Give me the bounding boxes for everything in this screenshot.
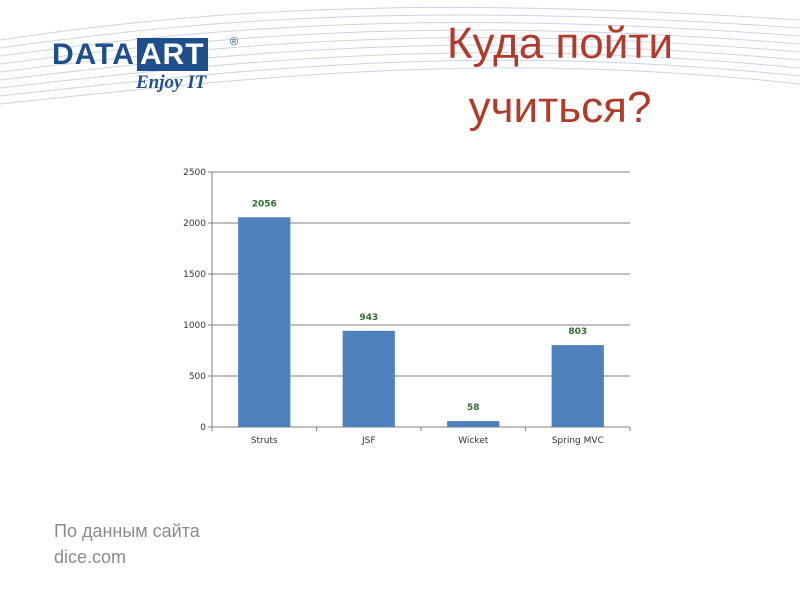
logo-art-text: ART bbox=[136, 38, 208, 71]
source-note-line-1: По данным сайта bbox=[54, 521, 200, 541]
slide-title-line-1: Куда пойти bbox=[446, 19, 674, 68]
slide-title-line-2: учиться? bbox=[468, 83, 652, 132]
bar-chart: 0 500 1000 1500 2000 2500 2056 Struts 943 JSF 58 Wi… bbox=[183, 168, 631, 446]
logo-wordmark: DATA ART bbox=[52, 38, 208, 71]
logo-tagline: Enjoy IT bbox=[136, 72, 207, 93]
bar-struts bbox=[238, 217, 291, 427]
decorative-swoosh bbox=[0, 6, 800, 105]
y-tick-label: 2000 bbox=[183, 219, 206, 229]
y-tick-label: 1000 bbox=[183, 321, 206, 331]
y-tick-label: 0 bbox=[200, 423, 206, 433]
data-label: 943 bbox=[359, 313, 378, 323]
y-tick-label: 1500 bbox=[183, 270, 206, 280]
bar-jsf bbox=[342, 330, 395, 427]
x-tick-label: Wicket bbox=[458, 436, 489, 446]
bar-spring-mvc bbox=[551, 345, 604, 427]
data-label: 2056 bbox=[252, 199, 277, 209]
x-tick-label: Struts bbox=[251, 436, 278, 446]
logo-data-text: DATA bbox=[52, 38, 135, 71]
registered-mark: ® bbox=[230, 36, 239, 48]
source-note: По данным сайта dice.com bbox=[54, 518, 200, 570]
dataart-logo: DATA ART ® Enjoy IT bbox=[52, 34, 252, 96]
x-tick-label: Spring MVC bbox=[552, 436, 604, 446]
y-tick-label: 500 bbox=[189, 372, 206, 382]
bar-wicket bbox=[447, 421, 500, 427]
x-tick-label: JSF bbox=[361, 436, 376, 446]
data-label: 58 bbox=[467, 403, 480, 413]
data-label: 803 bbox=[568, 327, 587, 337]
source-note-line-2: dice.com bbox=[54, 547, 127, 567]
y-tick-label: 2500 bbox=[183, 168, 206, 178]
slide-title: Куда пойти учиться? bbox=[400, 12, 720, 140]
